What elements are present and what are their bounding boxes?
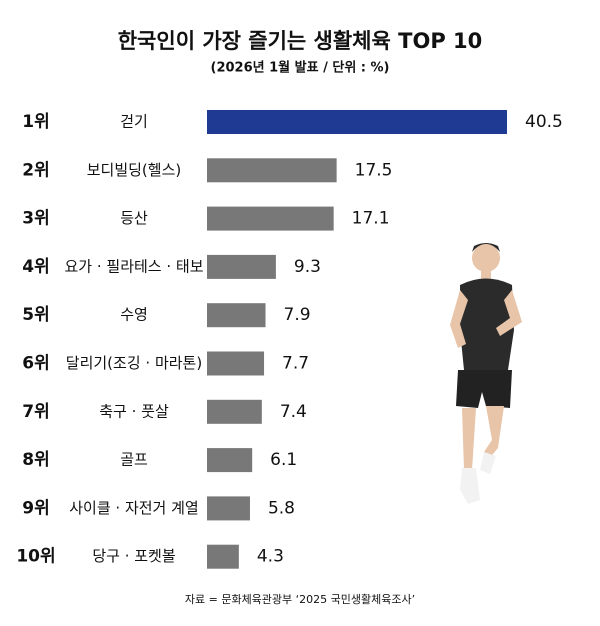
bar [207, 448, 253, 473]
category-label: 요가 · 필라테스 · 태보 [64, 257, 203, 275]
bar [207, 544, 239, 569]
category-label: 달리기(조깅 · 마라톤) [66, 354, 202, 372]
category-label: 보디빌딩(헬스) [87, 161, 182, 179]
rank-label: 7위 [22, 402, 49, 422]
rank-label: 3위 [22, 209, 49, 229]
value-label: 7.9 [284, 305, 311, 325]
value-label: 7.7 [282, 354, 309, 374]
bar [207, 399, 262, 424]
chart-title: 한국인이 가장 즐기는 생활체육 TOP 10 [118, 29, 483, 53]
chart-subtitle: (2026년 1월 발표 / 단위 : %) [211, 60, 390, 76]
bar [207, 206, 334, 231]
bar [207, 158, 337, 183]
rank-label: 1위 [22, 112, 49, 132]
bar [207, 254, 276, 279]
value-label: 40.5 [525, 112, 563, 132]
value-label: 5.8 [268, 498, 295, 518]
category-label: 사이클 · 자전거 계열 [69, 499, 198, 517]
value-label: 17.5 [355, 160, 393, 180]
category-label: 수영 [120, 306, 148, 324]
runner-illustration [450, 243, 522, 504]
rank-label: 5위 [22, 305, 49, 325]
category-label: 등산 [120, 209, 148, 227]
bar [207, 110, 507, 134]
category-label: 골프 [120, 451, 148, 469]
category-label: 당구 · 포켓볼 [92, 547, 175, 565]
value-label: 17.1 [352, 209, 390, 229]
rank-label: 10위 [16, 547, 55, 567]
rank-label: 8위 [22, 450, 49, 470]
category-label: 걷기 [120, 113, 148, 131]
source-note: 자료 = 문화체육관광부 ‘2025 국민생활체육조사’ [185, 592, 415, 606]
rank-label: 9위 [22, 498, 49, 518]
rank-label: 4위 [22, 257, 49, 277]
category-label: 축구 · 풋살 [99, 402, 169, 420]
bar [207, 351, 265, 376]
rank-label: 6위 [22, 354, 49, 374]
value-label: 6.1 [270, 450, 297, 470]
rank-label: 2위 [22, 160, 49, 180]
bar [207, 303, 266, 328]
value-label: 9.3 [294, 257, 321, 277]
value-label: 4.3 [257, 547, 284, 567]
bar [207, 496, 250, 521]
value-label: 7.4 [280, 402, 307, 422]
